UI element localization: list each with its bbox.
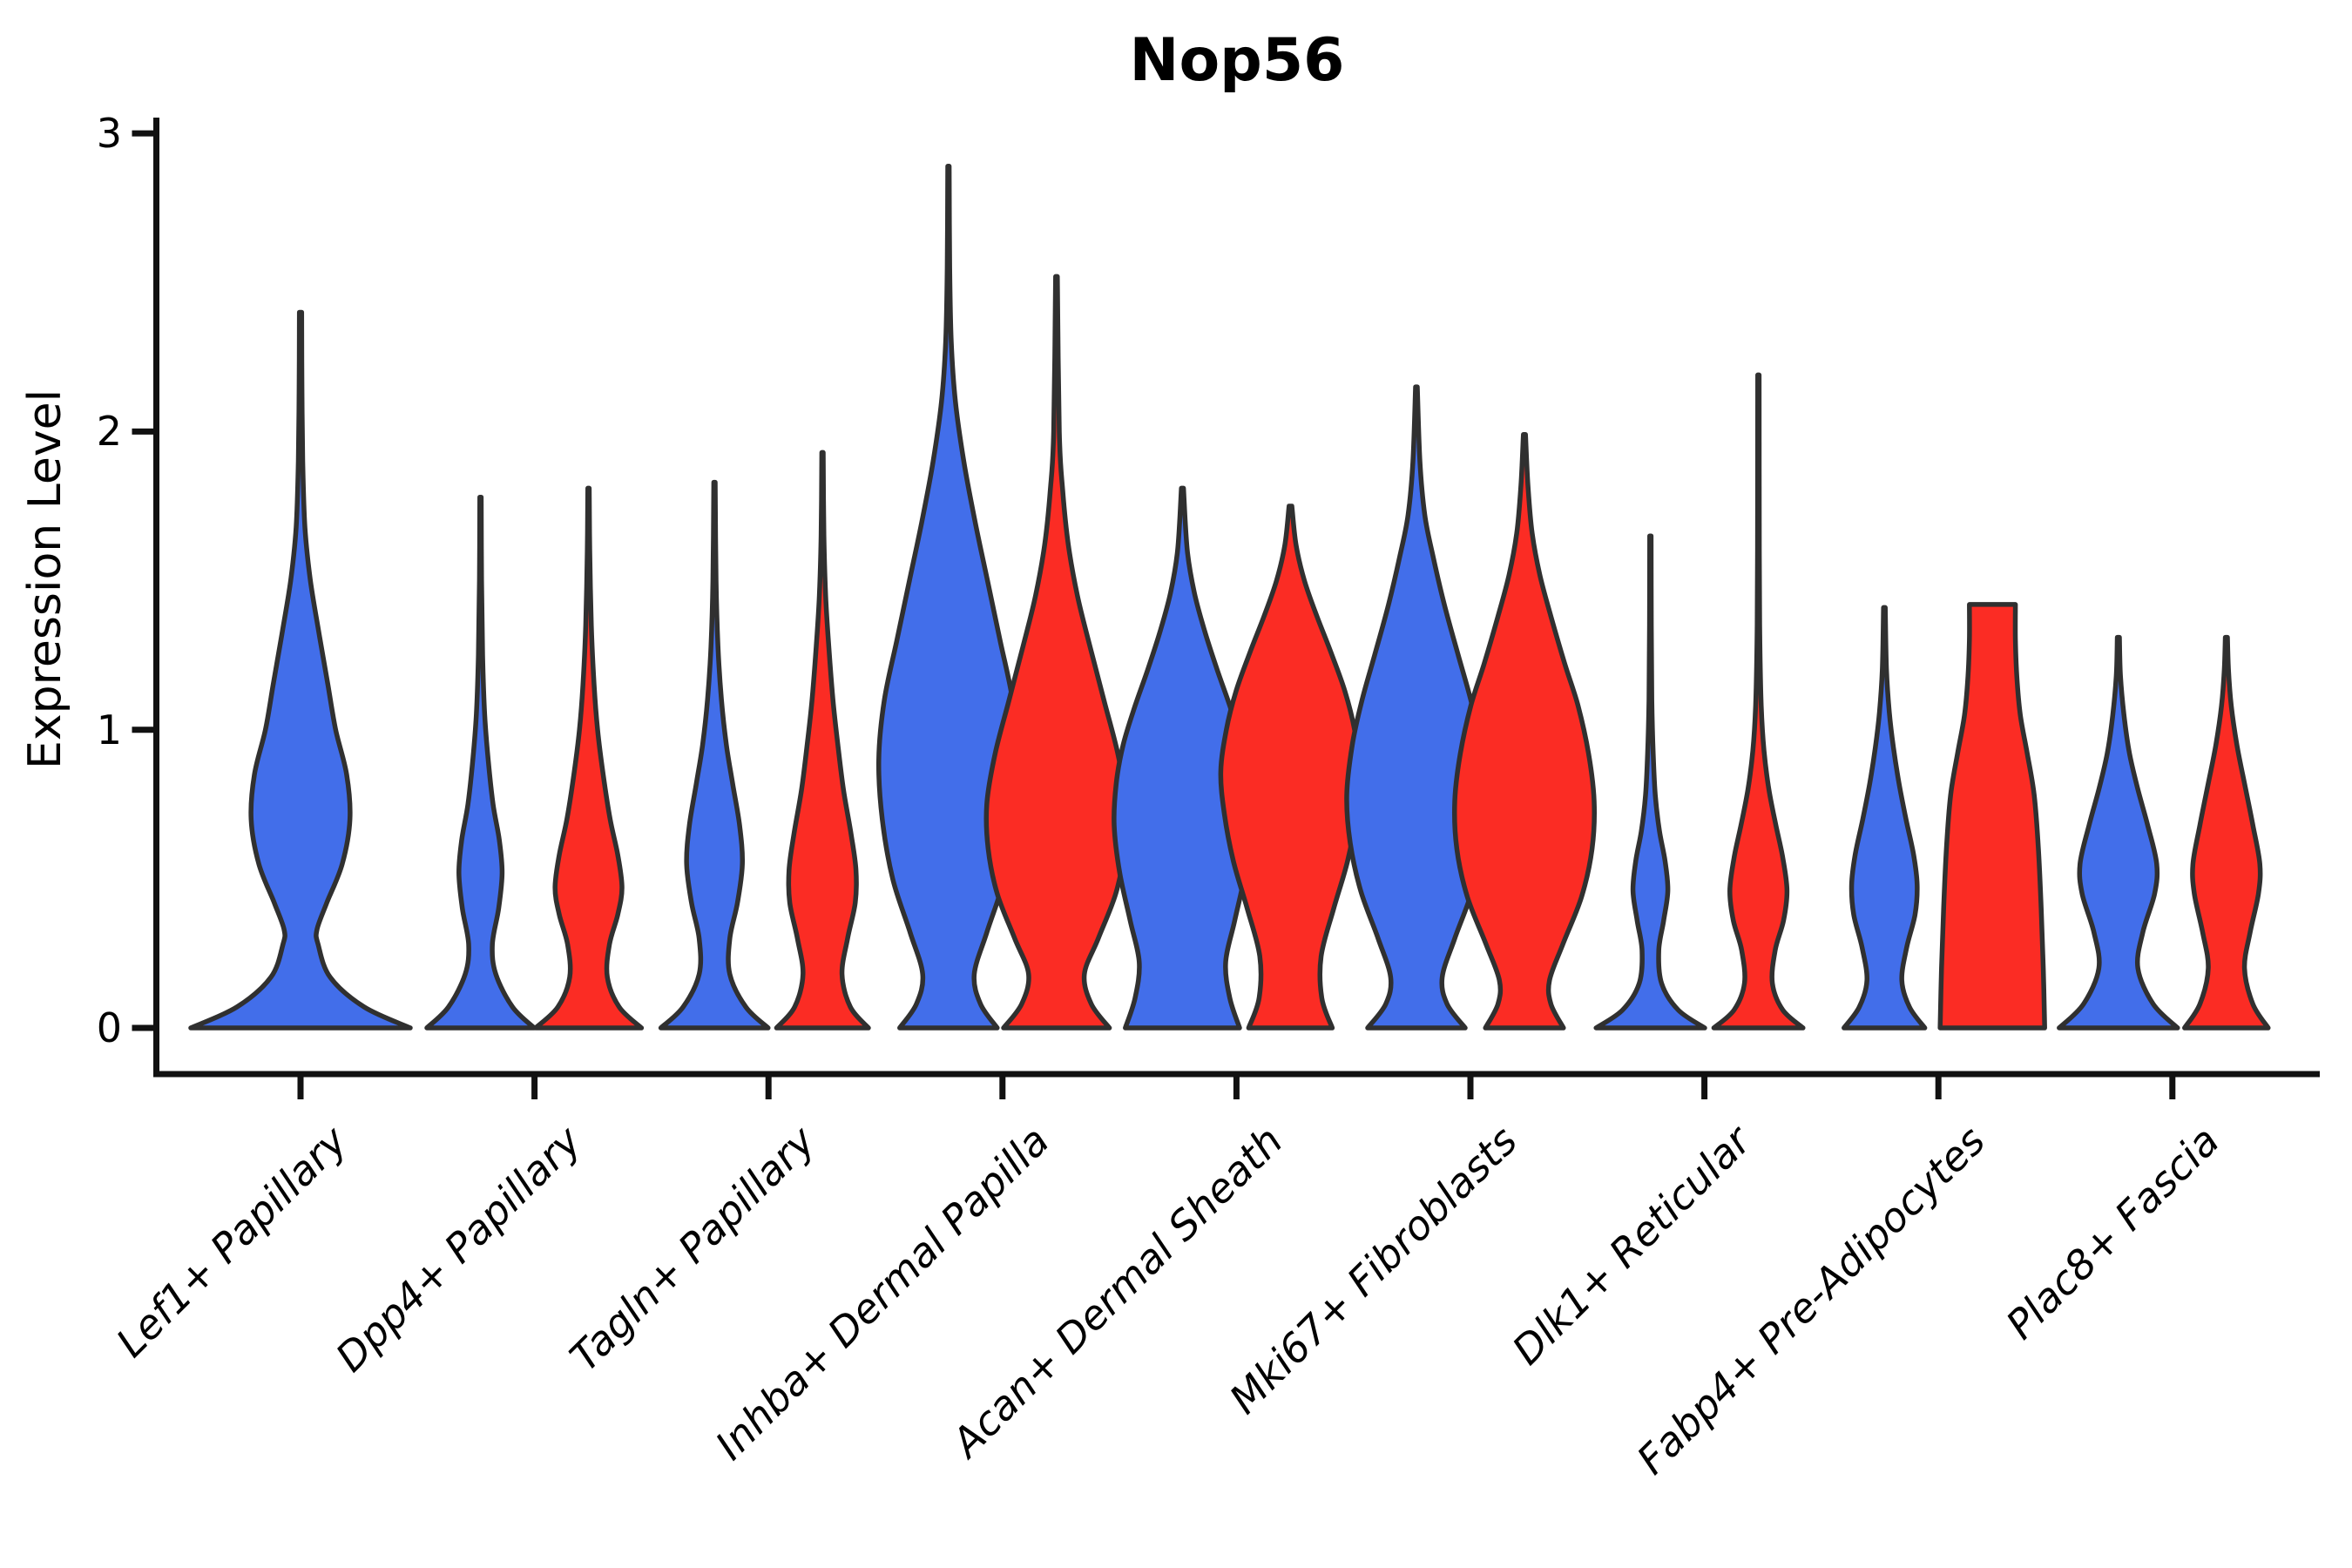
violin-acan-dermal-sheath-group2 <box>1218 504 1363 1031</box>
violin-plac8-fascia-group1 <box>2057 634 2180 1031</box>
violin-mki67-fibroblasts-group2 <box>1451 432 1598 1031</box>
violin-tagln-papillary-group1 <box>658 479 771 1031</box>
violin-dpp4-papillary-group2 <box>533 485 645 1031</box>
violin-mki67-fibroblasts-group1 <box>1344 384 1489 1031</box>
violin-dpp4-papillary-group1 <box>424 494 537 1031</box>
y-tick-label: 1 <box>96 706 122 754</box>
y-tick-label: 2 <box>96 408 122 456</box>
y-tick-label: 0 <box>96 1004 122 1051</box>
chart-title: Nop56 <box>1129 26 1345 95</box>
violin-tagln-papillary-group2 <box>774 449 871 1031</box>
violin-plac8-fascia-group2 <box>2182 634 2271 1031</box>
violin-dlk1-reticular-group2 <box>1711 372 1806 1031</box>
violin-fabp4-pre-adipocytes-group2 <box>1937 602 2047 1031</box>
y-tick-label: 3 <box>96 110 122 158</box>
violin-dlk1-reticular-group1 <box>1593 533 1707 1031</box>
violin-fabp4-pre-adipocytes-group1 <box>1842 605 1928 1031</box>
violin-lef1-papillary-group1 <box>188 309 413 1031</box>
violin-inhba-dermal-papilla-group2 <box>983 274 1130 1031</box>
